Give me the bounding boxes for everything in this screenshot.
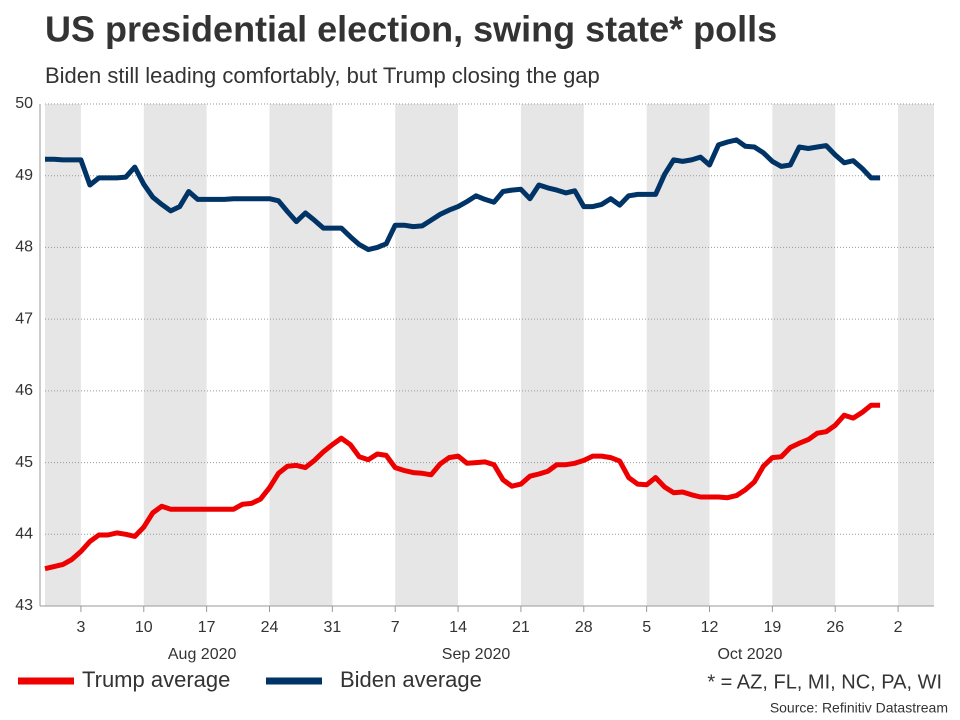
x-tick-label: 7 xyxy=(391,619,400,636)
x-tick-label: 24 xyxy=(261,619,279,636)
x-tick-label: 2 xyxy=(894,619,903,636)
source: Source: Refinitiv Datastream xyxy=(770,700,948,716)
y-tick-label: 47 xyxy=(15,310,33,327)
x-tick-label: 5 xyxy=(642,619,651,636)
week-band xyxy=(520,104,584,606)
x-tick-label: 26 xyxy=(826,619,844,636)
week-band xyxy=(143,104,207,606)
x-tick-label: 31 xyxy=(323,619,341,636)
y-tick-label: 50 xyxy=(15,95,33,112)
x-tick-label: 3 xyxy=(76,619,85,636)
x-tick-label: 10 xyxy=(135,619,153,636)
x-tick-label: 17 xyxy=(198,619,216,636)
week-band xyxy=(898,104,934,606)
x-tick-label: 28 xyxy=(575,619,593,636)
month-label: Oct 2020 xyxy=(717,646,782,663)
x-tick-label: 19 xyxy=(763,619,781,636)
week-band xyxy=(646,104,710,606)
x-tick-label: 12 xyxy=(701,619,719,636)
legend-label: Trump average xyxy=(82,667,230,692)
x-tick-label: 21 xyxy=(512,619,530,636)
week-band xyxy=(395,104,459,606)
y-tick-label: 49 xyxy=(15,167,33,184)
y-tick-label: 46 xyxy=(15,382,33,399)
month-label: Aug 2020 xyxy=(168,646,237,663)
y-tick-label: 45 xyxy=(15,454,33,471)
y-tick-label: 44 xyxy=(15,526,33,543)
data-line xyxy=(45,137,881,253)
y-tick-label: 48 xyxy=(15,239,33,256)
week-band xyxy=(772,104,836,606)
legend-label: Biden average xyxy=(340,667,482,692)
week-band xyxy=(269,104,333,606)
chart-subtitle: Biden still leading comfortably, but Tru… xyxy=(45,63,600,88)
month-label: Sep 2020 xyxy=(442,646,511,663)
chart-title: US presidential election, swing state* p… xyxy=(45,9,777,50)
week-band xyxy=(45,104,81,606)
footnote: * = AZ, FL, MI, NC, PA, WI xyxy=(707,671,942,693)
y-tick-label: 43 xyxy=(15,597,33,614)
data-line xyxy=(44,402,881,572)
x-tick-label: 14 xyxy=(449,619,467,636)
